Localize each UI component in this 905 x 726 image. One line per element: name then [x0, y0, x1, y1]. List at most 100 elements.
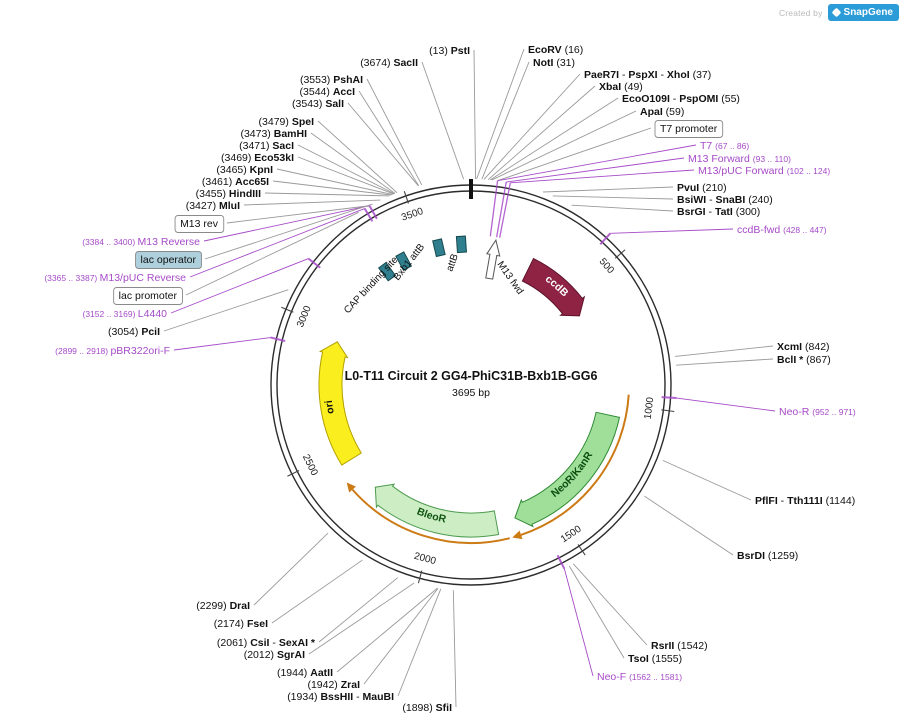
callout-label[interactable]: (2899 .. 2918) pBR322ori-F	[55, 345, 170, 357]
callout-t7-promoter[interactable]: T7 promoter	[654, 120, 724, 138]
callout-1898-sfii[interactable]: (1898) SfiI	[402, 702, 452, 714]
primer-site-tick[interactable]	[368, 205, 378, 220]
site-box-lac-operator[interactable]	[395, 251, 413, 271]
primer-site-tick[interactable]	[363, 208, 374, 222]
callout-3553-pshai[interactable]: (3553) PshAI	[300, 74, 363, 86]
callout-ecoo109i-pspomi-55[interactable]: EcoO109I - PspOMI (55)	[622, 93, 740, 105]
callout-label[interactable]: XcmI (842)	[777, 341, 830, 353]
callout-label[interactable]: (3674) SacII	[360, 57, 418, 69]
callout-3479-spei[interactable]: (3479) SpeI	[259, 116, 315, 128]
callout-label[interactable]: (3455) HindIII	[196, 188, 261, 200]
callout-label[interactable]: EcoRV (16)	[528, 44, 583, 56]
inner-label-m13-fwd[interactable]: M13 fwd	[495, 259, 526, 296]
callout-label[interactable]: (3543) SalI	[292, 98, 344, 110]
callout-label[interactable]: (2174) FseI	[214, 618, 268, 630]
callout-label[interactable]: T7 promoter	[660, 123, 718, 135]
callout-label[interactable]: (3365 .. 3387) M13/pUC Reverse	[44, 272, 186, 284]
callout-label[interactable]: (13) PstI	[429, 45, 470, 57]
callout-label[interactable]: (3473) BamHI	[240, 128, 307, 140]
callout-label[interactable]: (3152 .. 3169) L4440	[83, 308, 168, 320]
callout-label[interactable]: RsrII (1542)	[651, 640, 708, 652]
feature-bleor[interactable]	[374, 483, 500, 538]
callout-pflfi-tth111i-1144[interactable]: PflFI - Tth111I (1144)	[755, 495, 855, 507]
callout-3152-3169-l4440[interactable]: (3152 .. 3169) L4440	[83, 308, 168, 320]
callout-label[interactable]: ApaI (59)	[640, 106, 684, 118]
callout-xbai-49[interactable]: XbaI (49)	[599, 81, 643, 93]
callout-label[interactable]: (3384 .. 3400) M13 Reverse	[82, 236, 200, 248]
callout-lac-operator[interactable]: lac operator	[135, 251, 202, 269]
callout-3455-hindiii[interactable]: (3455) HindIII	[196, 188, 261, 200]
callout-m13-forward-93-110[interactable]: M13 Forward (93 .. 110)	[688, 153, 791, 165]
callout-pvui-210[interactable]: PvuI (210)	[677, 182, 727, 194]
callout-label[interactable]: BclI * (867)	[777, 354, 831, 366]
callout-noti-31[interactable]: NotI (31)	[533, 57, 575, 69]
callout-3473-bamhi[interactable]: (3473) BamHI	[240, 128, 307, 140]
callout-label[interactable]: lac operator	[141, 254, 197, 266]
callout-neo-r-952-971[interactable]: Neo-R (952 .. 971)	[779, 406, 856, 418]
callout-label[interactable]: XbaI (49)	[599, 81, 643, 93]
callout-label[interactable]: ccdB-fwd (428 .. 447)	[737, 224, 827, 236]
callout-3054-pcii[interactable]: (3054) PciI	[108, 326, 160, 338]
inner-label-attb[interactable]: attB	[444, 252, 461, 273]
callout-3465-kpni[interactable]: (3465) KpnI	[216, 164, 273, 176]
callout-label[interactable]: (1942) ZraI	[307, 679, 360, 691]
callout-13-psti[interactable]: (13) PstI	[429, 45, 470, 57]
site-box-bxb1-attb[interactable]	[432, 238, 446, 258]
callout-label[interactable]: (3054) PciI	[108, 326, 160, 338]
callout-label[interactable]: (3553) PshAI	[300, 74, 363, 86]
callout-2299-drai[interactable]: (2299) DraI	[196, 600, 250, 612]
callout-paer7i-pspxi-xhoi-37[interactable]: PaeR7I - PspXI - XhoI (37)	[584, 69, 711, 81]
inner-label-cap-binding-site[interactable]: CAP binding site	[342, 254, 401, 316]
feature-label-ori[interactable]: ori	[323, 400, 337, 415]
callout-ccdb-fwd-428-447[interactable]: ccdB-fwd (428 .. 447)	[737, 224, 827, 236]
callout-label[interactable]: (2061) CsiI - SexAI *	[217, 637, 316, 649]
callout-label[interactable]: M13 Forward (93 .. 110)	[688, 153, 791, 165]
callout-1942-zrai[interactable]: (1942) ZraI	[307, 679, 360, 691]
orf-arc-2[interactable]	[351, 488, 510, 545]
callout-label[interactable]: BsrDI (1259)	[737, 550, 798, 562]
callout-label[interactable]: PaeR7I - PspXI - XhoI (37)	[584, 69, 711, 81]
callout-label[interactable]: (3427) MluI	[186, 200, 240, 212]
callout-label[interactable]: BsrGI - TatI (300)	[677, 206, 760, 218]
callout-bcli-867[interactable]: BclI * (867)	[777, 354, 831, 366]
site-box-attb[interactable]	[455, 235, 467, 254]
callout-label[interactable]: EcoO109I - PspOMI (55)	[622, 93, 740, 105]
callout-ecorv-16[interactable]: EcoRV (16)	[528, 44, 583, 56]
callout-label[interactable]: (1898) SfiI	[402, 702, 452, 714]
callout-label[interactable]: T7 (67 .. 86)	[700, 140, 749, 152]
callout-bsiwi-snabi-240[interactable]: BsiWI - SnaBI (240)	[677, 194, 773, 206]
primer-site-tick[interactable]	[556, 554, 566, 570]
callout-label[interactable]: BsiWI - SnaBI (240)	[677, 194, 773, 206]
primer-site-tick[interactable]	[661, 396, 677, 400]
callout-label[interactable]: (3471) SacI	[239, 140, 294, 152]
callout-label[interactable]: (3544) AccI	[300, 86, 356, 98]
callout-2174-fsei[interactable]: (2174) FseI	[214, 618, 268, 630]
callout-2899-2918-pbr322ori-f[interactable]: (2899 .. 2918) pBR322ori-F	[55, 345, 170, 357]
callout-label[interactable]: (1944) AatII	[277, 667, 333, 679]
callout-rsrii-1542[interactable]: RsrII (1542)	[651, 640, 708, 652]
callout-lac-promoter[interactable]: lac promoter	[113, 287, 183, 305]
callout-label[interactable]: (3465) KpnI	[216, 164, 273, 176]
primer-site-tick[interactable]	[307, 257, 321, 269]
callout-apai-59[interactable]: ApaI (59)	[640, 106, 684, 118]
callout-t7-67-86[interactable]: T7 (67 .. 86)	[700, 140, 749, 152]
callout-label[interactable]: Neo-R (952 .. 971)	[779, 406, 856, 418]
callout-label[interactable]: (2299) DraI	[196, 600, 250, 612]
callout-label[interactable]: (3461) Acc65I	[202, 176, 269, 188]
primer-site-tick[interactable]	[599, 232, 612, 246]
callout-3461-acc65i[interactable]: (3461) Acc65I	[202, 176, 269, 188]
callout-label[interactable]: (1934) BssHII - MauBI	[287, 691, 394, 703]
callout-3543-sali[interactable]: (3543) SalI	[292, 98, 344, 110]
callout-label[interactable]: NotI (31)	[533, 57, 575, 69]
primer-site-tick[interactable]	[499, 182, 511, 238]
callout-3365-3387-m13-puc-reverse[interactable]: (3365 .. 3387) M13/pUC Reverse	[44, 272, 186, 284]
callout-label[interactable]: M13/pUC Forward (102 .. 124)	[698, 165, 830, 177]
callout-tsoi-1555[interactable]: TsoI (1555)	[628, 653, 682, 665]
primer-site-tick[interactable]	[489, 180, 499, 237]
callout-1944-aatii[interactable]: (1944) AatII	[277, 667, 333, 679]
primer-site-tick[interactable]	[270, 336, 286, 342]
site-box-cap-binding-site[interactable]	[377, 261, 397, 282]
callout-3674-sacii[interactable]: (3674) SacII	[360, 57, 418, 69]
callout-bsrdi-1259[interactable]: BsrDI (1259)	[737, 550, 798, 562]
callout-label[interactable]: PflFI - Tth111I (1144)	[755, 495, 855, 507]
